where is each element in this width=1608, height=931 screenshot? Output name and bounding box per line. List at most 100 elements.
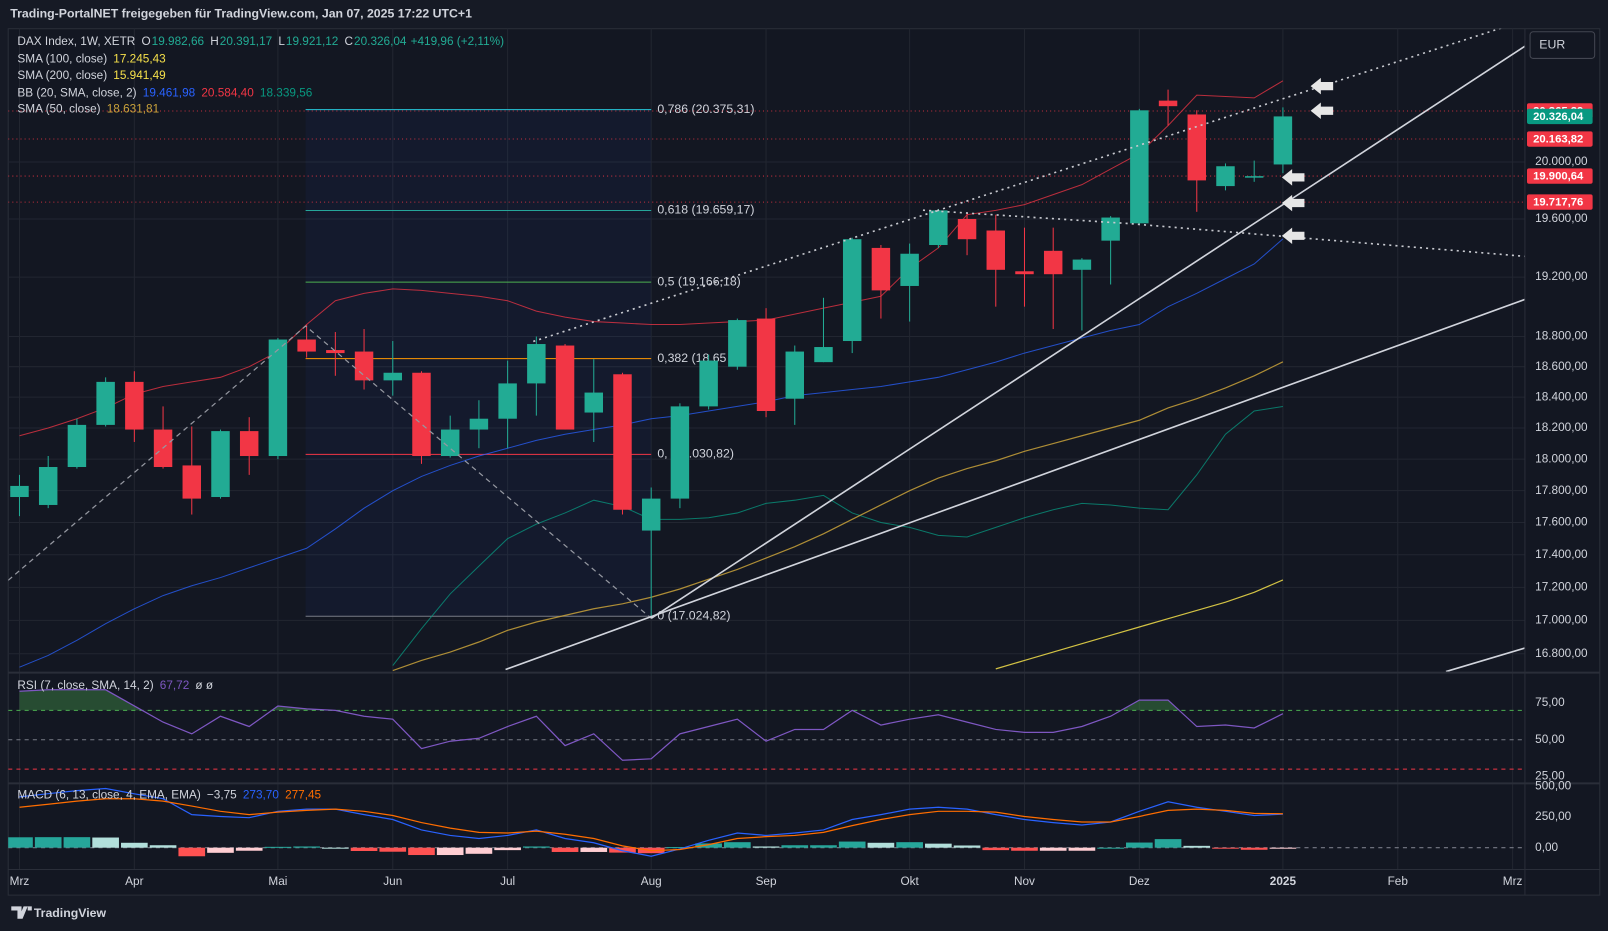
macd-histogram-bar	[465, 847, 493, 854]
x-tick-label: Dez	[1129, 875, 1150, 888]
legend-item: BB (20, SMA, close, 2)	[17, 86, 136, 99]
candle-body	[67, 424, 87, 468]
candle-body	[584, 392, 603, 413]
legend-item: 18.339,56	[260, 86, 313, 99]
y-tick-label: 50,00	[1535, 733, 1565, 746]
candle-body	[613, 374, 632, 510]
legend-item: +419,96 (+2,11%)	[411, 35, 505, 48]
x-tick-label: Mrz	[10, 875, 30, 888]
header: Trading-PortalNET freigegeben für Tradin…	[10, 7, 472, 21]
currency[interactable]: EUR	[1539, 37, 1565, 51]
fib-label: 0 (17.024,82)	[657, 608, 730, 622]
legend-row: BB (20, SMA, close, 2) 19.461,98 20.584,40…	[17, 86, 312, 99]
footer-brand: TradingView	[34, 906, 107, 920]
y-tick-label: 18.600,00	[1535, 360, 1588, 373]
price-badge-label: 19.717,76	[1533, 197, 1583, 209]
rsi-line	[19, 689, 1284, 761]
candle-body	[641, 498, 661, 531]
macd-histogram-bar	[695, 843, 722, 848]
macd-histogram-bar	[1154, 839, 1182, 848]
candle-body	[871, 247, 891, 291]
y-tick-label: 20.000,00	[1535, 155, 1588, 168]
macd-histogram-bar	[551, 847, 579, 852]
legend-item: H	[210, 35, 219, 48]
macd-histogram-bar	[8, 837, 33, 848]
x-tick-label: Mai	[268, 875, 287, 888]
price-badge-label: 19.900,64	[1533, 171, 1584, 183]
candle-body	[929, 210, 948, 246]
candle-body	[326, 350, 345, 354]
x-tick-label: Mrz	[1503, 875, 1523, 888]
legend-item: SMA (100, close)	[17, 53, 107, 66]
candle-body	[440, 429, 460, 457]
macd-histogram-bar	[982, 847, 1010, 851]
macd-histogram-bar	[207, 847, 234, 853]
macd-histogram-bar	[34, 837, 62, 848]
y-tick-label: 17.600,00	[1535, 516, 1588, 529]
fib-label: 0,786 (20.375,31)	[657, 102, 754, 116]
candle-body	[1101, 217, 1120, 241]
legend-item: MACD (6, 13, close, 4, EMA, EMA)	[17, 789, 200, 802]
candle-body	[785, 351, 804, 399]
legend-row: SMA (200, close) 15.941,49	[17, 69, 165, 82]
drawings	[8, 28, 1525, 672]
currency-button[interactable]	[1529, 31, 1596, 59]
macd-histogram-bar	[1039, 847, 1067, 851]
legend-item: 17.245,43	[113, 53, 166, 66]
candle-body	[1130, 110, 1149, 224]
candle-body	[10, 485, 29, 498]
legend-item: RSI (7, close, SMA, 14, 2)	[17, 679, 153, 692]
macd-histogram-bar	[1097, 847, 1124, 849]
signal-line	[19, 798, 1283, 852]
macd-histogram-bar	[408, 847, 435, 856]
price-badge-label: 20.326,04	[1533, 111, 1584, 123]
macd-histogram-bar	[178, 847, 206, 857]
y-tick-label: 19.600,00	[1535, 212, 1588, 225]
macd-histogram-bar	[523, 846, 550, 848]
candle-body	[527, 344, 546, 384]
candle-body	[1015, 271, 1034, 275]
macd-histogram-bar	[752, 846, 780, 848]
x-tick-label: Feb	[1388, 875, 1409, 888]
trendline	[505, 298, 1525, 671]
sma-line	[995, 579, 1284, 670]
legend-item: 273,70	[243, 789, 279, 802]
legend-row: SMA (50, close) 18.631,81	[17, 103, 159, 116]
y-tick-label: 18.000,00	[1535, 452, 1588, 465]
macd-histogram-bar	[838, 841, 866, 848]
legend-row: RSI (7, close, SMA, 14, 2) 67,72 ø ø	[17, 679, 213, 692]
x-tick-label: Nov	[1014, 875, 1035, 888]
y-tick-label: 17.000,00	[1535, 613, 1588, 626]
candle-body	[297, 339, 316, 352]
macd-histogram-bar	[1011, 847, 1038, 851]
dotted-trendline	[922, 209, 1525, 258]
legend-item: L	[278, 35, 285, 48]
fib-label: 0,618 (19.659,17)	[657, 203, 754, 217]
price-badge	[1526, 108, 1593, 125]
x-tick-label: Sep	[756, 875, 777, 888]
macd-histogram-bar	[666, 847, 694, 849]
legend-item: SMA (200, close)	[17, 69, 107, 82]
legend-item: 19.461,98	[143, 86, 196, 99]
fib-label: 0,5 (19.166,18)	[657, 274, 740, 288]
price-badge	[1526, 131, 1593, 147]
macd-histogram-bar	[63, 837, 91, 848]
macd-histogram-bar	[953, 845, 981, 848]
candle-body	[498, 383, 517, 419]
price-pane: 0,786 (20.375,31) 0,618 (19.659,17) 0,5 (1…	[8, 80, 1525, 672]
legend-row: MACD (6, 13, close, 4, EMA, EMA) −3,75 273…	[17, 789, 321, 802]
macd-histogram-bar	[379, 847, 407, 852]
x-tick-label: Jun	[383, 875, 402, 888]
legend-item: 20.391,17	[220, 35, 272, 48]
macd-histogram-bar	[580, 847, 608, 852]
legend-row: SMA (100, close) 17.245,43	[17, 53, 166, 66]
rsi-overbought-fill	[19, 689, 1180, 711]
price-badge-label: 20.163,82	[1533, 134, 1583, 146]
macd-histogram-bar	[121, 842, 148, 848]
candle-body	[814, 347, 833, 363]
legend-item: 15.941,49	[113, 69, 165, 82]
candle-body	[211, 431, 230, 498]
zigzag	[8, 325, 652, 619]
